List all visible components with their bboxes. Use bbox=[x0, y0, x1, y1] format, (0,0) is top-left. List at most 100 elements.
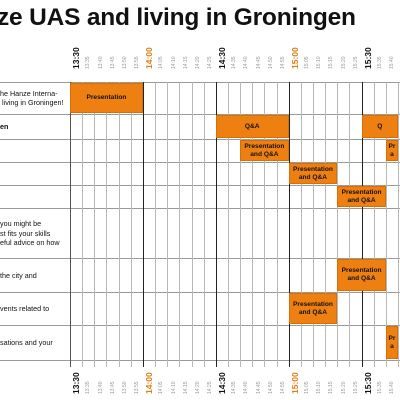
time-gridline bbox=[313, 82, 314, 367]
time-tick-label: 13:30 bbox=[71, 47, 82, 69]
time-tick-label: 14:30 bbox=[217, 372, 228, 394]
row-divider bbox=[0, 258, 400, 259]
time-gridline bbox=[167, 82, 169, 367]
time-tick-label: 13:55 bbox=[134, 56, 141, 69]
time-tick-label: 15:40 bbox=[389, 56, 396, 69]
time-gridline bbox=[300, 82, 302, 367]
time-gridline bbox=[264, 82, 266, 367]
time-tick-label: 14:15 bbox=[182, 56, 189, 69]
time-gridline bbox=[130, 82, 132, 367]
row-divider bbox=[0, 360, 400, 361]
time-gridline bbox=[325, 82, 327, 367]
time-gridline bbox=[240, 82, 242, 367]
time-tick-label: 15:25 bbox=[352, 56, 359, 69]
session-block[interactable]: Presentation and Q&A bbox=[337, 186, 386, 207]
time-gridline bbox=[191, 82, 193, 367]
session-block[interactable]: Q&A bbox=[215, 115, 289, 138]
time-tick-label: 13:40 bbox=[97, 56, 104, 69]
time-tick-label: 14:45 bbox=[255, 56, 262, 69]
time-gridline bbox=[94, 82, 96, 367]
time-tick-label: 14:05 bbox=[158, 56, 165, 69]
time-gridline bbox=[82, 82, 84, 367]
time-gridline bbox=[203, 82, 205, 367]
time-tick-label: 15:10 bbox=[316, 56, 323, 69]
time-gridline bbox=[385, 82, 387, 367]
time-tick-label: 15:05 bbox=[304, 381, 311, 394]
time-tick-label: 15:15 bbox=[328, 381, 335, 394]
time-tick-label: 15:40 bbox=[389, 381, 396, 394]
session-block[interactable]: Pr a bbox=[385, 326, 399, 359]
time-tick-label: 14:05 bbox=[158, 381, 165, 394]
time-tick-label: 14:35 bbox=[231, 56, 238, 69]
time-tick-label: 15:00 bbox=[290, 372, 301, 394]
time-tick-label: 14:00 bbox=[144, 372, 155, 394]
row-label: vents related to bbox=[0, 304, 50, 314]
time-tick-label: 15:30 bbox=[363, 47, 373, 69]
time-tick-label: 13:50 bbox=[121, 56, 128, 69]
row-divider bbox=[0, 185, 400, 186]
time-tick-label: 15:20 bbox=[340, 381, 347, 394]
time-tick-label: 14:40 bbox=[243, 56, 250, 69]
row-divider bbox=[0, 325, 400, 326]
time-tick-label: 13:50 bbox=[121, 381, 128, 394]
time-gridline bbox=[142, 82, 144, 367]
session-block[interactable]: Presentation bbox=[70, 83, 143, 113]
time-gridline bbox=[70, 82, 71, 367]
time-tick-label: 14:10 bbox=[170, 56, 177, 69]
time-gridline bbox=[227, 82, 229, 367]
session-block[interactable]: Presentation and Q&A bbox=[288, 163, 338, 184]
time-gridline bbox=[252, 82, 254, 367]
time-gridline bbox=[361, 82, 363, 367]
row-divider bbox=[0, 82, 400, 83]
time-tick-label: 15:35 bbox=[377, 56, 384, 69]
row-divider bbox=[0, 139, 400, 140]
time-tick-label: 13:30 bbox=[71, 372, 82, 394]
time-tick-label: 14:55 bbox=[279, 56, 286, 69]
time-gridline bbox=[337, 82, 339, 367]
time-gridline bbox=[106, 82, 108, 367]
row-divider bbox=[0, 114, 400, 115]
time-tick-label: 14:25 bbox=[206, 381, 213, 394]
session-block[interactable]: Pr a bbox=[385, 140, 399, 161]
time-gridline bbox=[179, 82, 181, 367]
time-tick-label: 15:25 bbox=[352, 381, 359, 394]
time-tick-label: 14:20 bbox=[194, 56, 201, 69]
time-gridline bbox=[398, 82, 400, 367]
time-tick-label: 14:20 bbox=[194, 381, 201, 394]
row-label: en bbox=[0, 122, 9, 132]
time-tick-label: 14:55 bbox=[279, 381, 286, 394]
page-title-bar: ze UAS and living in Groningen bbox=[0, 0, 400, 36]
time-tick-label: 13:55 bbox=[134, 381, 141, 394]
row-divider bbox=[0, 292, 400, 293]
time-gridline bbox=[349, 82, 351, 367]
time-tick-label: 14:35 bbox=[231, 381, 238, 394]
row-label: he Hanze Interna- living in Groningen! bbox=[0, 88, 64, 108]
time-tick-label: 14:30 bbox=[217, 47, 228, 69]
time-gridline bbox=[276, 82, 278, 367]
session-block[interactable]: Q bbox=[361, 115, 399, 138]
row-label: you might be st fits your skills eful ad… bbox=[0, 219, 60, 248]
row-divider bbox=[0, 162, 400, 163]
time-tick-label: 14:40 bbox=[243, 381, 250, 394]
row-label: the city and bbox=[0, 270, 37, 280]
row-divider bbox=[0, 208, 400, 209]
time-tick-label: 15:05 bbox=[304, 56, 311, 69]
time-tick-label: 15:00 bbox=[290, 47, 301, 69]
time-gridline bbox=[373, 82, 375, 367]
session-block[interactable]: Presentation and Q&A bbox=[240, 140, 289, 161]
time-gridline bbox=[288, 82, 290, 367]
time-tick-label: 13:35 bbox=[85, 56, 92, 69]
time-tick-label: 15:15 bbox=[328, 56, 335, 69]
time-tick-label: 14:50 bbox=[267, 381, 274, 394]
time-tick-label: 15:20 bbox=[340, 56, 347, 69]
time-tick-label: 13:40 bbox=[97, 381, 104, 394]
time-tick-label: 13:35 bbox=[85, 381, 92, 394]
time-tick-label: 14:10 bbox=[170, 381, 177, 394]
session-block[interactable]: Presentation and Q&A bbox=[337, 259, 386, 291]
session-block[interactable]: Presentation and Q&A bbox=[288, 293, 338, 324]
time-tick-label: 14:45 bbox=[255, 381, 262, 394]
page-title: ze UAS and living in Groningen bbox=[0, 4, 356, 31]
time-gridline bbox=[215, 82, 217, 367]
time-tick-label: 15:35 bbox=[377, 381, 384, 394]
